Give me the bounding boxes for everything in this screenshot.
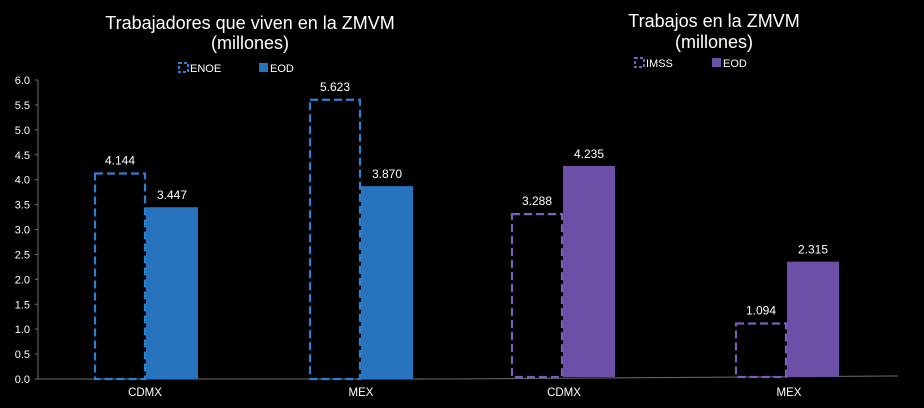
left-bar-mex-enoe [308,98,362,381]
right-bar-cdmx-eod-label: 4.235 [574,147,604,161]
right-chart-subtitle: (millones) [675,32,753,52]
y-tick-label: 3.5 [15,200,30,212]
left-legend: ENOE EOD [178,62,294,75]
right-legend-swatch-imss [634,57,645,68]
right-chart-title: Trabajos en la ZMVM [628,11,799,31]
y-tick-label: 4.0 [15,175,30,187]
right-bar-cdmx-imss-label: 3.288 [522,194,552,208]
category-labels-group: CDMX MEX CDMX MEX [128,387,802,399]
left-bar-mex-enoe-label: 5.623 [320,80,350,94]
y-tick-label: 4.5 [15,150,30,162]
left-bar-cdmx-enoe-label: 4.144 [105,153,135,167]
y-tick-label: 0.0 [15,374,30,386]
right-legend-label-eod: EOD [723,58,747,70]
y-axis-ticks: 0.0 0.5 1.0 1.5 2.0 2.5 3.0 3.5 4.0 4.5 5.0 5.5 6.0 [15,75,38,386]
y-tick-label: 5.0 [15,125,30,137]
y-tick-label: 5.5 [15,100,30,112]
right-bar-cdmx-imss [510,213,564,379]
left-legend-swatch-eod [259,63,268,72]
left-bar-mex-eod [361,186,413,379]
y-tick-label: 3.0 [15,225,30,237]
left-chart-title: Trabajadores que viven en la ZMVM [105,13,394,33]
right-bar-mex-eod-label: 2.315 [798,243,828,257]
y-tick-label: 0.5 [15,349,30,361]
right-legend-swatch-eod [712,58,721,67]
right-bar-cdmx-eod [563,165,615,377]
left-legend-swatch-enoe [178,62,189,73]
y-tick-label: 1.5 [15,299,30,311]
right-bar-mex-imss-label: 1.094 [746,303,776,317]
right-category-mex: MEX [777,387,802,399]
left-chart-subtitle: (millones) [211,33,289,53]
value-labels-group: 4.144 3.447 5.623 3.870 3.288 4.235 1.094 2.315 [105,80,828,318]
left-bar-mex-eod-label: 3.870 [372,167,402,181]
left-bar-cdmx-enoe [93,172,147,381]
right-bar-mex-eod [787,261,839,377]
left-bar-cdmx-eod [146,207,198,379]
left-legend-label-eod: EOD [270,63,294,75]
bars-group [93,98,839,381]
left-category-mex: MEX [349,387,374,399]
left-legend-label-enoe: ENOE [190,63,221,75]
y-tick-label: 1.0 [15,324,30,336]
left-bar-cdmx-eod-label: 3.447 [157,188,187,202]
right-legend: IMSS EOD [634,57,747,70]
right-legend-label-imss: IMSS [646,58,673,70]
y-tick-label: 6.0 [15,75,30,87]
right-bar-mex-imss [734,322,788,379]
right-category-cdmx: CDMX [547,387,581,399]
y-tick-label: 2.5 [15,249,30,261]
left-category-cdmx: CDMX [128,387,162,399]
y-tick-label: 2.0 [15,274,30,286]
